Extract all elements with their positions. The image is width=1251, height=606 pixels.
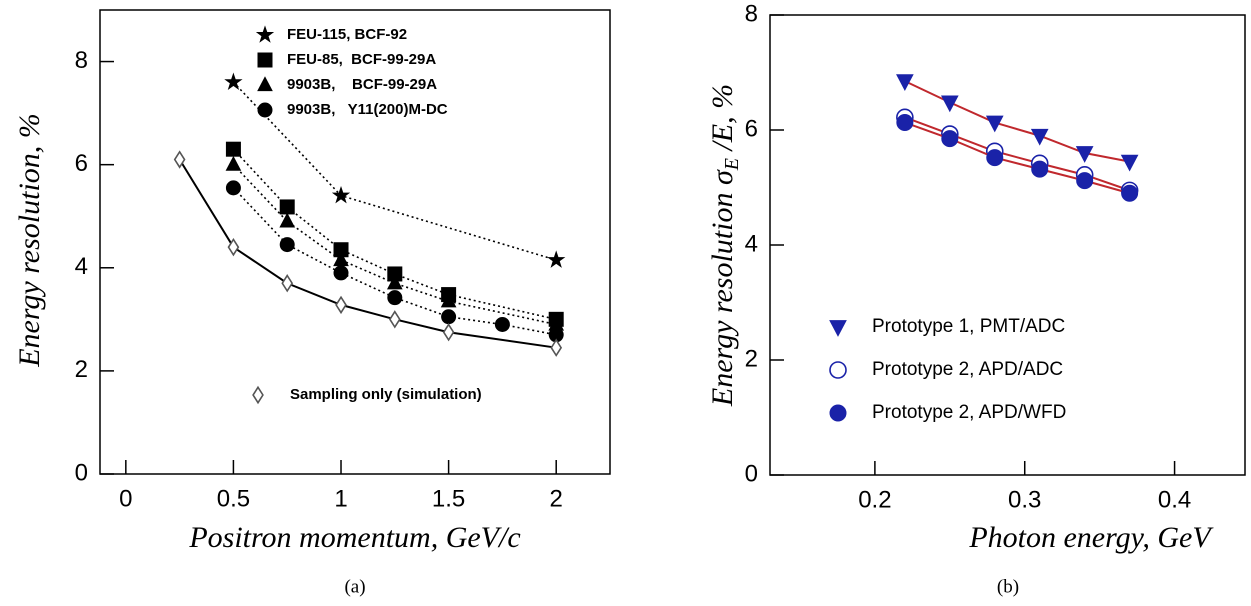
legend-marker <box>829 361 847 379</box>
x-tick-label: 0.4 <box>1158 486 1191 513</box>
caption: (b) <box>997 576 1019 597</box>
marker <box>225 155 242 171</box>
y-tick-label: 2 <box>75 356 88 383</box>
y-axis-label-tail: /E, % <box>706 84 739 158</box>
marker <box>1121 184 1139 202</box>
marker <box>440 292 457 308</box>
x-axis-label: Photon energy, GeV <box>968 521 1214 554</box>
y-axis-label: Energy resolution σE /E, % <box>706 84 743 407</box>
marker <box>1075 146 1094 163</box>
frame-a <box>99 9 611 475</box>
x-tick-label: 0 <box>119 485 132 512</box>
marker <box>386 274 403 290</box>
y-axis-label: Energy resolution, % <box>13 113 46 368</box>
y-tick-label: 8 <box>745 0 758 27</box>
legend-marker <box>829 320 847 337</box>
marker <box>281 274 294 293</box>
marker <box>985 115 1004 133</box>
y-tick-label: 4 <box>75 253 88 280</box>
x-tick-label: 0.3 <box>1008 486 1041 513</box>
fit-line <box>232 164 557 326</box>
marker <box>896 114 914 132</box>
y-axis-label-sub: E <box>721 158 743 171</box>
x-tick-label: 0.2 <box>858 486 891 513</box>
marker <box>225 141 241 157</box>
legend-label: Prototype 1, PMT/ADC <box>872 316 1065 337</box>
marker <box>225 180 241 196</box>
legend-marker <box>252 385 264 405</box>
marker <box>333 265 349 281</box>
marker <box>279 212 296 228</box>
legend-label: FEU-85, BCF-99-29A <box>287 51 436 68</box>
x-tick-label: 2 <box>550 485 563 512</box>
y-axis-label-main: Energy resolution σ <box>706 169 739 407</box>
x-axis-label: Positron momentum, GeV/c <box>188 521 520 554</box>
marker <box>940 95 959 113</box>
legend-label: FEU-115, BCF-92 <box>287 26 407 43</box>
legend-marker <box>255 25 275 43</box>
marker <box>173 150 186 169</box>
legend-label: 9903B, BCF-99-29A <box>287 76 437 93</box>
y-tick-label: 4 <box>745 230 758 257</box>
y-tick-label: 2 <box>745 345 758 372</box>
marker <box>387 290 403 306</box>
legend-label: Prototype 2, APD/WFD <box>872 402 1066 423</box>
marker <box>550 338 563 357</box>
marker <box>986 149 1004 167</box>
legend-label: Sampling only (simulation) <box>290 386 482 403</box>
y-tick-label: 0 <box>745 460 758 487</box>
y-tick-label: 6 <box>75 150 88 177</box>
marker <box>442 323 455 342</box>
legend-marker <box>257 76 273 92</box>
marker <box>494 316 510 332</box>
x-tick-label: 1 <box>334 485 347 512</box>
y-tick-label: 0 <box>75 459 88 486</box>
y-axis-label-main: Energy resolution, % <box>13 113 46 368</box>
caption: (a) <box>344 576 365 597</box>
y-tick-label: 6 <box>745 115 758 142</box>
marker <box>224 72 243 90</box>
y-tick-label: 8 <box>75 47 88 74</box>
marker <box>335 295 347 315</box>
marker <box>227 237 240 257</box>
marker <box>1120 154 1139 172</box>
marker <box>941 130 959 148</box>
marker <box>331 185 351 204</box>
fit-line <box>904 80 1130 163</box>
marker <box>441 309 457 325</box>
x-tick-label: 1.5 <box>432 485 465 512</box>
marker <box>1076 172 1094 190</box>
marker <box>547 250 566 268</box>
marker <box>1031 160 1049 178</box>
legend-marker <box>257 102 273 118</box>
marker <box>896 74 914 91</box>
marker <box>1030 128 1049 146</box>
x-tick-label: 0.5 <box>217 485 250 512</box>
marker <box>388 310 401 329</box>
marker <box>279 237 295 253</box>
legend-label: 9903B, Y11(200)M-DC <box>287 101 448 118</box>
legend-marker <box>257 52 273 68</box>
fit-line <box>232 148 557 321</box>
legend-marker <box>829 404 847 422</box>
legend-label: Prototype 2, APD/ADC <box>872 359 1063 380</box>
marker <box>279 199 295 215</box>
